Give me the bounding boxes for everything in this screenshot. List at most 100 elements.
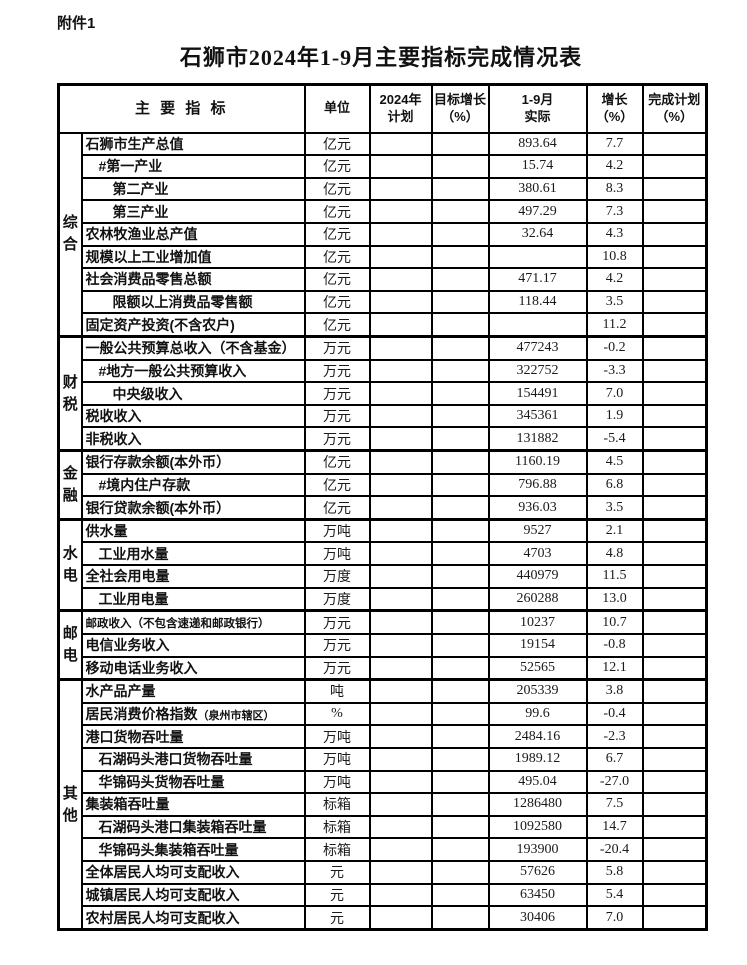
- cell-target-growth: [430, 814, 490, 840]
- table-row: 银行贷款余额(本外币） 亿元 936.03 3.5: [59, 495, 708, 521]
- cell-actual: 52565: [487, 655, 588, 681]
- cell-actual: 1160.19: [487, 449, 588, 475]
- cell-indicator: 税收收入: [80, 403, 306, 429]
- table-row: 工业用电量 万度 260288 13.0: [59, 586, 708, 612]
- cell-growth: 6.8: [585, 472, 644, 498]
- cell-indicator: 集装箱吞吐量: [80, 792, 306, 817]
- cell-actual: 440979: [487, 564, 588, 589]
- cell-unit: 亿元: [303, 472, 371, 498]
- table-row: 全体居民人均可支配收入元 57626 5.8: [59, 860, 708, 885]
- cell-completion: [641, 472, 708, 498]
- page-title: 石狮市2024年1-9月主要指标完成情况表: [179, 45, 583, 70]
- cell-plan: [368, 541, 433, 567]
- cell-indicator: 供水量: [80, 517, 306, 544]
- header-completion: 完成计划 （%）: [641, 83, 708, 134]
- table-row: 农村居民人均可支配收入元 30406 7.0: [59, 905, 708, 931]
- cell-plan: [368, 882, 433, 908]
- cell-growth: 7.5: [585, 792, 644, 817]
- cell-plan: [368, 358, 433, 384]
- cell-unit: 亿元: [303, 154, 371, 179]
- cell-target-growth: [430, 426, 490, 452]
- cell-completion: [641, 882, 708, 908]
- header-indicator: 主 要 指 标: [57, 83, 306, 134]
- cell-unit: 万度: [303, 586, 371, 612]
- cell-plan: [368, 221, 433, 247]
- cell-completion: [641, 517, 708, 544]
- group-label: 财税: [57, 334, 83, 452]
- table-row: 固定资产投资(不含农户) 亿元 11.2: [59, 312, 708, 338]
- table-row: 邮电邮政收入（不包含速递和邮政银行） 万元 10237 10.7: [57, 609, 708, 681]
- cell-completion: [641, 495, 708, 521]
- cell-unit: 亿元: [303, 221, 371, 247]
- cell-actual: 9527: [487, 517, 588, 544]
- cell-target-growth: [430, 541, 490, 567]
- cell-actual: 205339: [487, 678, 588, 704]
- attachment-label: 附件1: [57, 15, 96, 32]
- cell-plan: [368, 564, 433, 589]
- cell-actual: 322752: [487, 358, 588, 384]
- cell-target-growth: [430, 449, 490, 475]
- cell-indicator: 第二产业: [80, 176, 306, 202]
- cell-growth: 7.7: [585, 131, 644, 157]
- cell-unit: 亿元: [303, 131, 371, 157]
- cell-target-growth: [430, 837, 490, 862]
- cell-indicator: 石湖码头港口货物吞吐量: [80, 746, 306, 772]
- cell-indicator: 石湖码头港口集装箱吞吐量: [80, 814, 306, 840]
- table-row: 港口货物吞吐量 万吨 2484.16 -2.3: [59, 724, 708, 749]
- cell-growth: 7.0: [585, 905, 644, 931]
- cell-growth: 11.2: [585, 312, 644, 338]
- cell-growth: 2.1: [585, 517, 644, 544]
- cell-growth: 12.1: [585, 655, 644, 681]
- cell-unit: 万元: [303, 632, 371, 658]
- cell-unit: 亿元: [303, 199, 371, 224]
- table-body: 综合石狮市生产总值 亿元 893.64 7.7 #第一产业 亿元 15.74 4.2 第二产业亿…: [57, 131, 708, 931]
- table-row: 其他水产品产量吨 205339 3.8: [57, 678, 708, 931]
- cell-unit: 万元: [303, 655, 371, 681]
- cell-plan: [368, 381, 433, 406]
- table-row: #第一产业 亿元 15.74 4.2: [59, 154, 708, 179]
- cell-growth: 4.2: [585, 267, 644, 292]
- cell-actual: 2484.16: [487, 724, 588, 749]
- table-row: #地方一般公共预算收入 万元 322752 -3.3: [59, 358, 708, 384]
- cell-unit: 亿元: [303, 176, 371, 202]
- cell-growth: 4.8: [585, 541, 644, 567]
- group-label: 金融: [57, 449, 83, 521]
- cell-indicator: 中央级收入: [80, 381, 306, 406]
- cell-indicator: 农村居民人均可支配收入: [80, 905, 306, 931]
- cell-actual: 471.17: [487, 267, 588, 292]
- cell-unit: 亿元: [303, 289, 371, 315]
- cell-growth: 4.3: [585, 221, 644, 247]
- cell-growth: 10.8: [585, 244, 644, 270]
- header-row: 主 要 指 标 单位 2024年 计划 目标增长 （%） 1-9月 实际 增长 …: [57, 83, 708, 134]
- cell-unit: 万元: [303, 403, 371, 429]
- cell-unit: 万吨: [303, 724, 371, 749]
- cell-completion: [641, 905, 708, 931]
- table-row: 石湖码头港口货物吞吐量 万吨 1989.12 6.7: [59, 746, 708, 772]
- group-label: 综合: [57, 131, 83, 338]
- cell-actual: 99.6: [487, 701, 588, 727]
- cell-growth: 4.5: [585, 449, 644, 475]
- table-row: 全社会用电量 万度 440979 11.5: [59, 564, 708, 589]
- cell-growth: 1.9: [585, 403, 644, 429]
- table-header: 主 要 指 标 单位 2024年 计划 目标增长 （%） 1-9月 实际 增长 …: [57, 83, 708, 134]
- cell-completion: [641, 746, 708, 772]
- table-row: 电信业务收入 万元 19154 -0.8: [59, 632, 708, 658]
- cell-unit: 元: [303, 905, 371, 931]
- cell-indicator: 限额以上消费品零售额: [80, 289, 306, 315]
- cell-plan: [368, 289, 433, 315]
- table-row: 石湖码头港口集装箱吞吐量 标箱 1092580 14.7: [59, 814, 708, 840]
- cell-actual: 477243: [487, 334, 588, 361]
- cell-completion: [641, 701, 708, 727]
- cell-unit: 标箱: [303, 814, 371, 840]
- cell-target-growth: [430, 724, 490, 749]
- cell-target-growth: [430, 267, 490, 292]
- cell-plan: [368, 199, 433, 224]
- cell-completion: [641, 814, 708, 840]
- cell-target-growth: [430, 655, 490, 681]
- cell-completion: [641, 154, 708, 179]
- header-actual: 1-9月 实际: [487, 83, 588, 134]
- cell-completion: [641, 289, 708, 315]
- cell-plan: [368, 792, 433, 817]
- cell-actual: 15.74: [487, 154, 588, 179]
